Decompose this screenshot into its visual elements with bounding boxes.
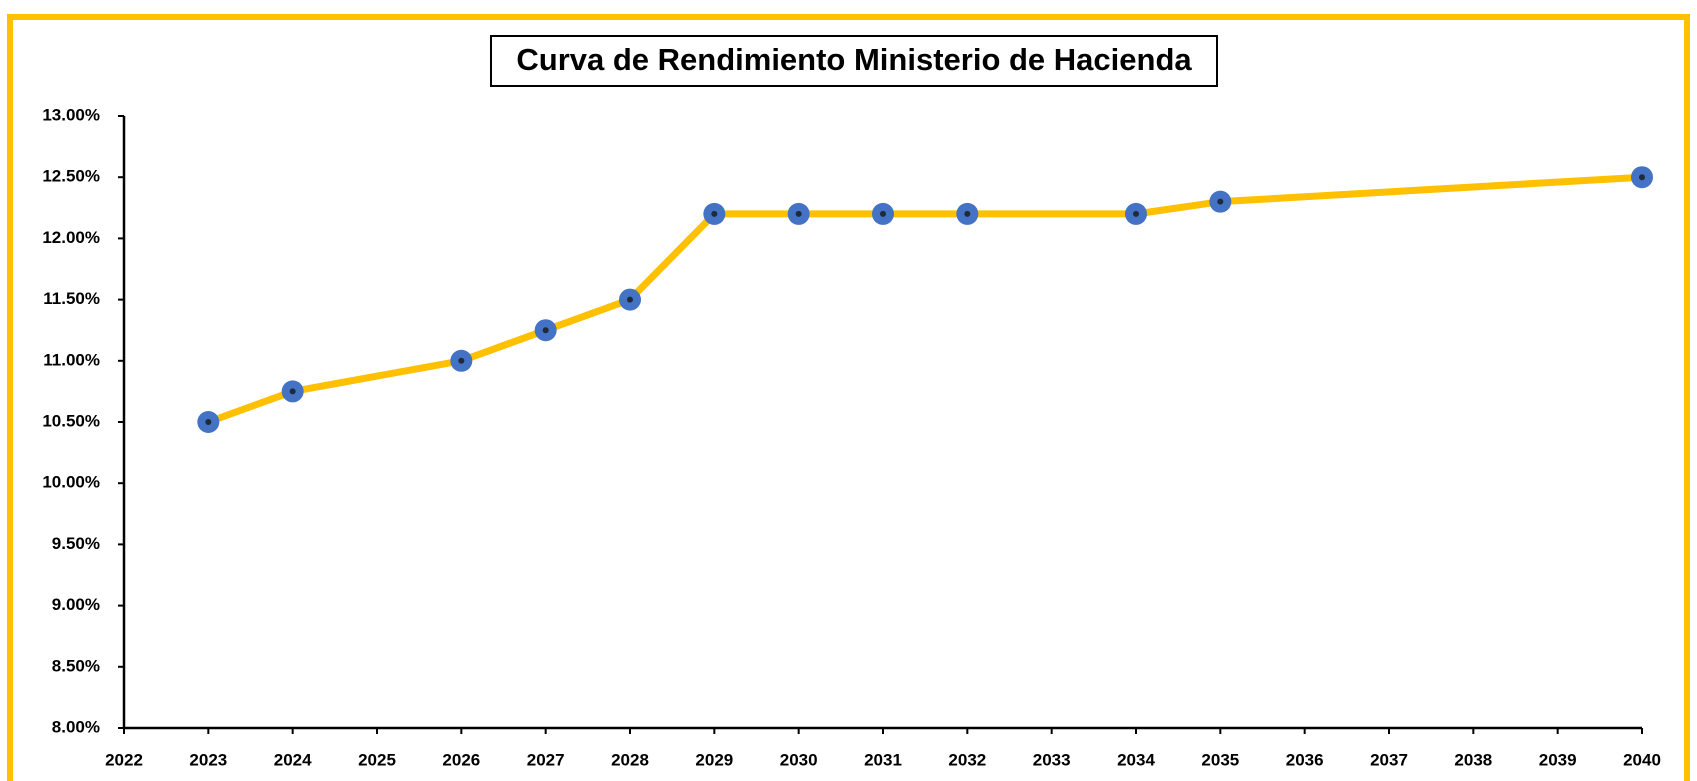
marker-dot bbox=[964, 210, 971, 217]
x-tick-label: 2027 bbox=[527, 750, 565, 769]
x-tick-label: 2034 bbox=[1117, 750, 1155, 769]
marker-dot bbox=[627, 296, 633, 303]
y-tick-label: 12.50% bbox=[42, 167, 100, 186]
y-tick-label: 13.00% bbox=[42, 105, 100, 124]
marker-dot bbox=[289, 388, 296, 395]
marker-dot bbox=[711, 210, 718, 217]
marker-dot bbox=[1133, 210, 1139, 217]
x-tick-label: 2035 bbox=[1201, 750, 1239, 769]
line bbox=[207, 173, 1643, 426]
x-tick-label: 2025 bbox=[358, 750, 396, 769]
title-box bbox=[490, 35, 1218, 87]
x-tick-label: 2030 bbox=[780, 750, 818, 769]
x-tick-label: 2028 bbox=[611, 750, 649, 769]
x-tick-label: 2026 bbox=[442, 750, 480, 769]
marker-dot bbox=[1639, 174, 1645, 181]
marker-dot bbox=[542, 327, 549, 334]
marker-dot bbox=[205, 419, 212, 425]
y-tick-label: 10.50% bbox=[42, 411, 100, 430]
x-tick-label: 2023 bbox=[189, 750, 227, 769]
x-tick-label: 2037 bbox=[1370, 750, 1408, 769]
y-tick-label: 9.50% bbox=[52, 534, 100, 553]
y-tick-label: 9.00% bbox=[52, 595, 100, 614]
marker-dot bbox=[795, 210, 802, 217]
chart-border bbox=[7, 14, 1690, 781]
x-tick-label: 2022 bbox=[105, 750, 143, 769]
y-tick-label: 8.50% bbox=[52, 656, 100, 675]
y-tick-label: 8.00% bbox=[52, 717, 100, 736]
x-tick-label: 2024 bbox=[274, 750, 312, 769]
x-tick-label: 2040 bbox=[1623, 750, 1661, 769]
x-tick-label: 2036 bbox=[1286, 750, 1324, 769]
x-tick-label: 2032 bbox=[948, 750, 986, 769]
y-tick-label: 11.50% bbox=[43, 289, 100, 308]
marker-dot bbox=[880, 210, 886, 217]
x-tick-label: 2039 bbox=[1539, 750, 1577, 769]
y-tick-label: 10.00% bbox=[42, 473, 100, 492]
marker-dot bbox=[1217, 198, 1224, 205]
x-tick-label: 2033 bbox=[1033, 750, 1071, 769]
y-tick-label: 11.00% bbox=[43, 350, 100, 369]
x-tick-label: 2029 bbox=[695, 750, 733, 769]
x-tick-label: 2031 bbox=[864, 750, 902, 769]
x-tick-label: 2038 bbox=[1454, 750, 1492, 769]
y-tick-label: 12.00% bbox=[42, 228, 100, 247]
chart-title: Curva de Rendimiento Ministerio de Hacie… bbox=[516, 42, 1192, 77]
marker-dot bbox=[458, 357, 465, 364]
